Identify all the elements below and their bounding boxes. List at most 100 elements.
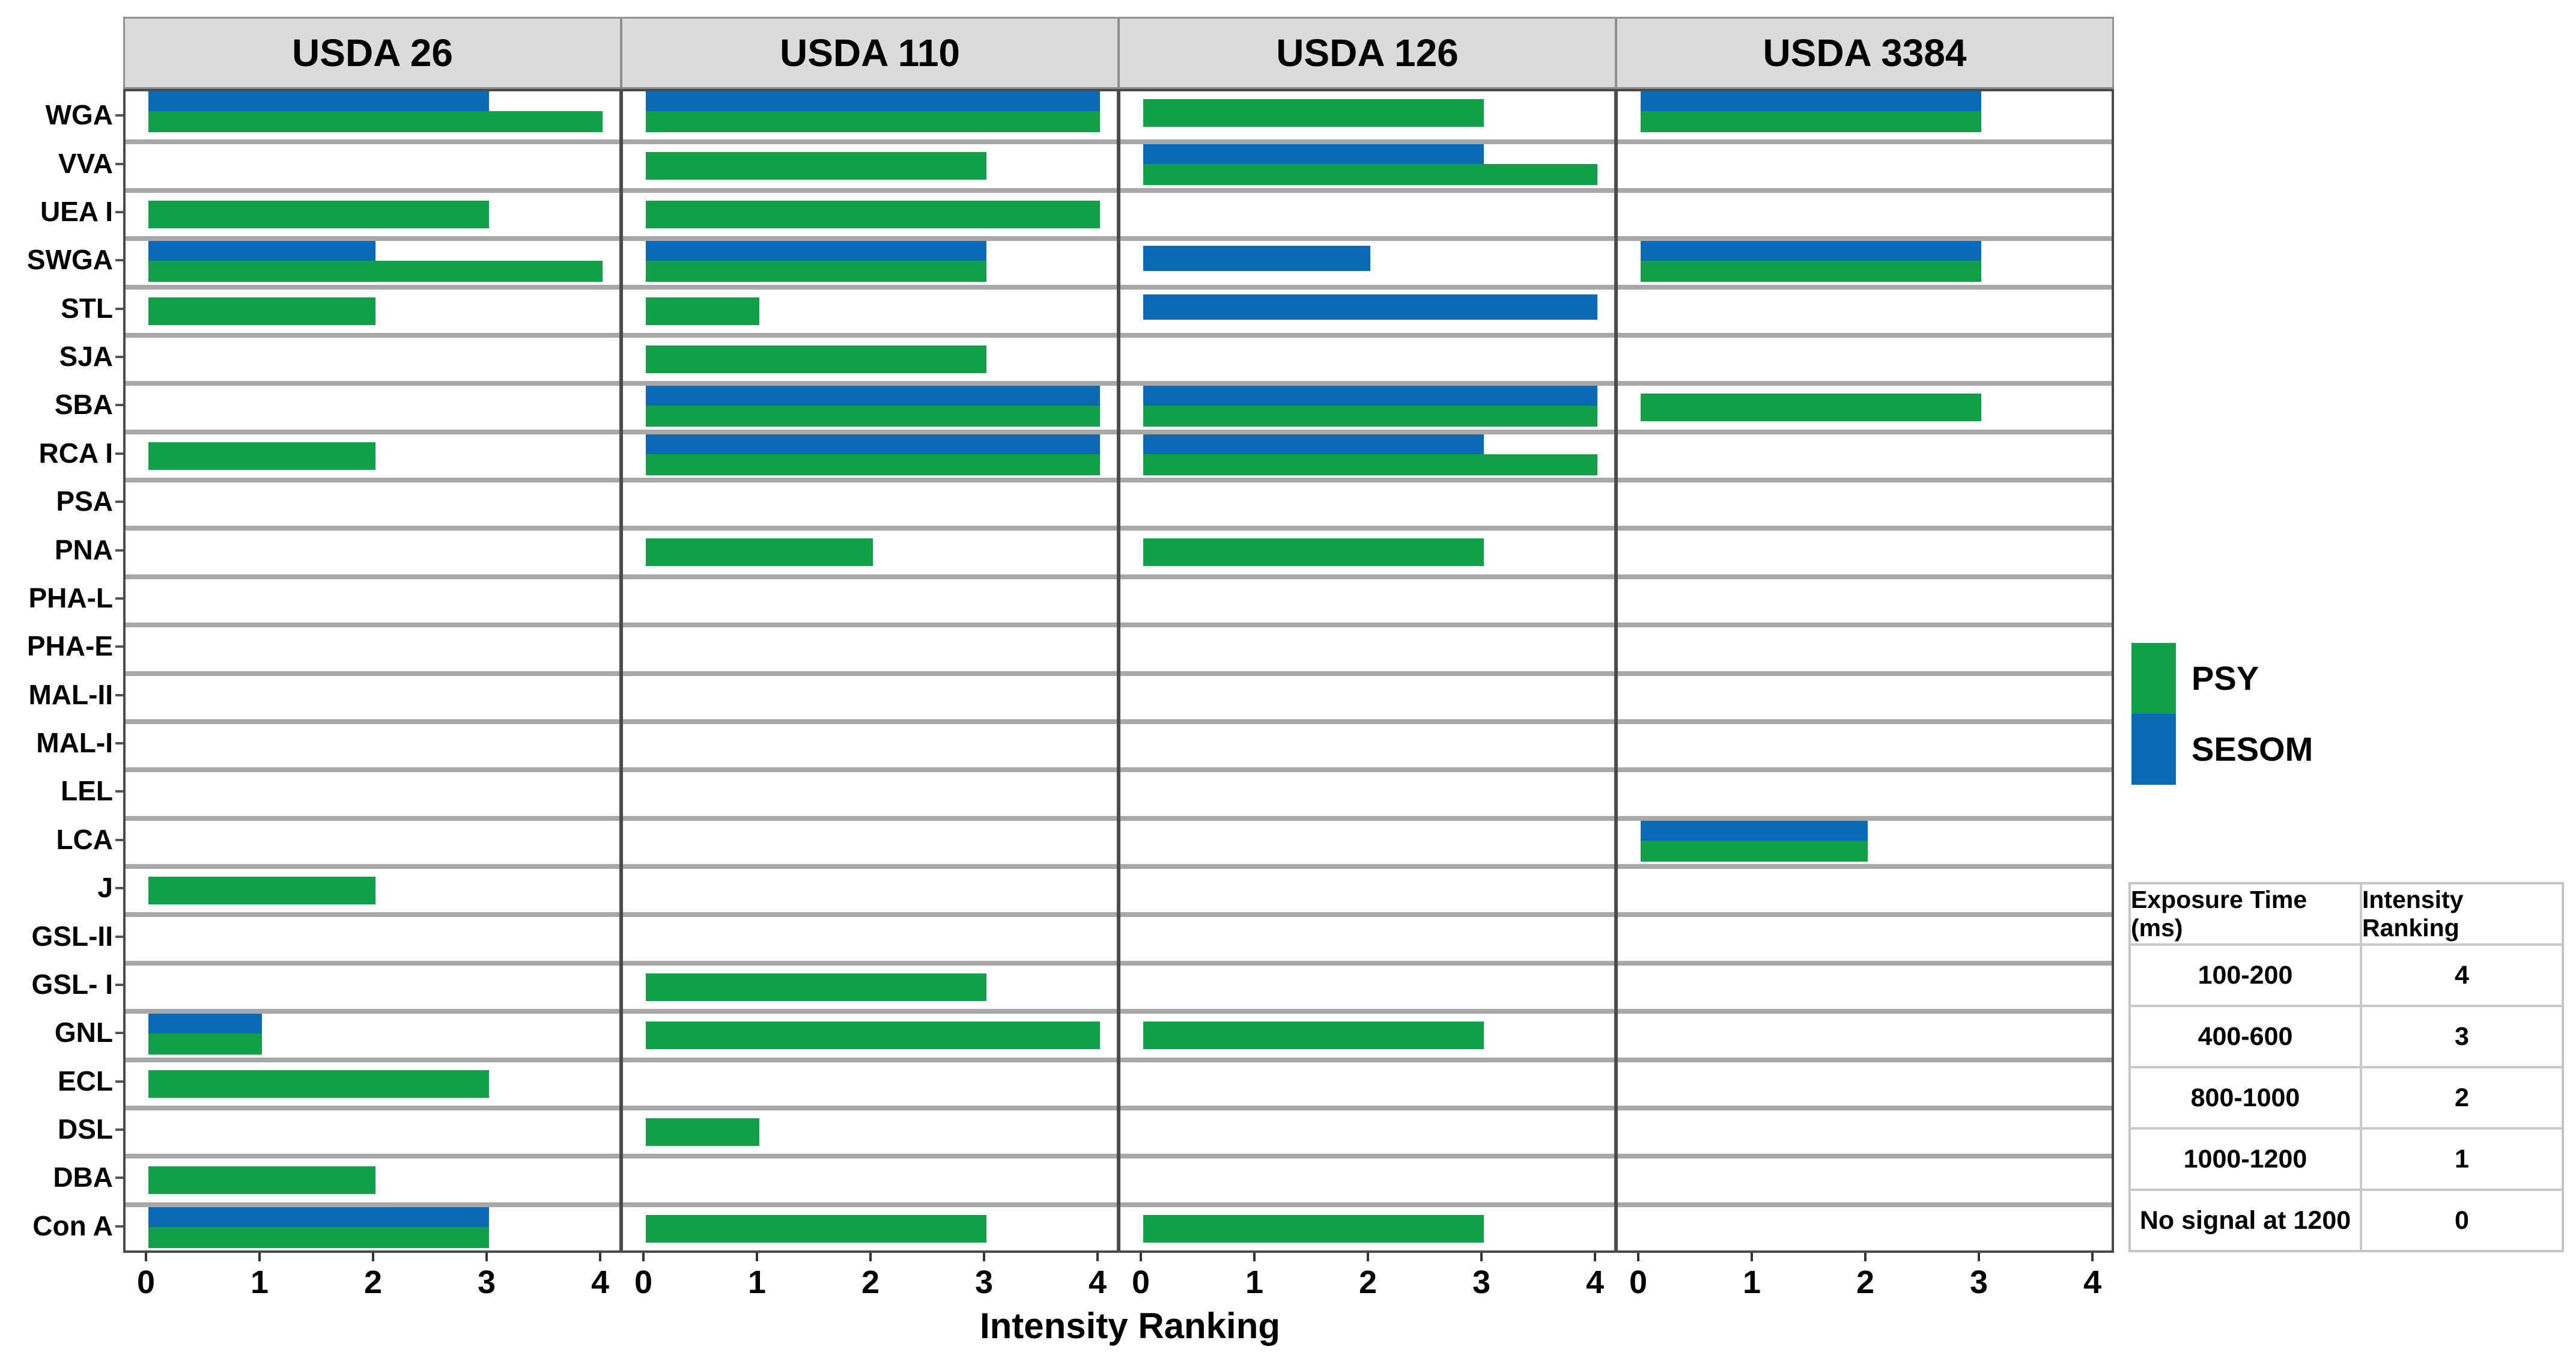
facet-row-j: [1120, 864, 1614, 913]
facet-row-vva: [623, 139, 1117, 188]
psy-bar: [646, 152, 986, 180]
y-axis-label-vva: VVA: [58, 147, 113, 179]
psy-bar: [148, 877, 375, 904]
x-tick: [869, 1253, 872, 1261]
psy-bar: [1641, 394, 1981, 422]
facet-row-stl: [1120, 284, 1614, 333]
facet-row-mal-ii: [1120, 671, 1614, 719]
facet-row-dsl: [623, 1105, 1117, 1154]
facet-row-dba: [1618, 1154, 2112, 1202]
psy-bar: [646, 538, 873, 567]
psy-bar: [1143, 454, 1597, 475]
y-axis-tick: [115, 742, 123, 745]
facet-row-pha-l: [623, 574, 1117, 623]
x-tick: [756, 1253, 758, 1261]
facet-plot-usda-3384: [1615, 89, 2114, 1253]
legend-psy-label: PSY: [2192, 659, 2259, 697]
x-tick-label: 4: [1088, 1264, 1107, 1300]
x-tick-label: 2: [861, 1264, 880, 1300]
sesom-bar: [1143, 144, 1484, 165]
x-tick-label: 3: [1969, 1264, 1988, 1300]
y-axis-label-sja: SJA: [59, 341, 113, 373]
facet-row-gsl-ii: [126, 912, 619, 961]
y-axis-tick: [115, 935, 123, 938]
psy-bar: [646, 200, 1100, 228]
y-axis-label-uea-i: UEA I: [40, 195, 113, 227]
y-axis-tick: [115, 1128, 123, 1131]
facet-row-gsl-ii: [1618, 912, 2112, 961]
facet-row-dba: [623, 1154, 1117, 1202]
x-tick-label: 0: [1131, 1264, 1150, 1300]
y-axis-tick: [115, 114, 123, 117]
facet-row-lel: [126, 767, 619, 816]
facet-row-dsl: [1618, 1105, 2112, 1154]
facet-row-lel: [623, 767, 1117, 816]
facet-row-swga: [1120, 236, 1614, 285]
x-tick: [1594, 1253, 1596, 1261]
facet-row-mal-i: [1120, 719, 1614, 768]
table-cell-exposure: 800-1000: [2130, 1067, 2361, 1128]
table-header-intensity-ranking: Intensity Ranking: [2361, 883, 2563, 945]
sesom-bar: [1641, 241, 1981, 261]
facet-row-mal-i: [623, 719, 1117, 768]
psy-bar: [148, 200, 489, 228]
facet-row-gsl-i: [623, 960, 1117, 1009]
psy-bar: [646, 1118, 759, 1146]
facet-row-psa: [126, 478, 619, 526]
psy-bar: [646, 297, 759, 325]
facet-row-pha-e: [1618, 623, 2112, 671]
facet-row-ecl: [126, 1057, 619, 1106]
facet-row-uea-i: [623, 187, 1117, 237]
x-tick-label: 4: [1585, 1264, 1605, 1300]
table-cell-ranking: 2: [2361, 1067, 2563, 1128]
table-cell-exposure: 1000-1200: [2130, 1128, 2361, 1190]
psy-bar: [1143, 538, 1484, 567]
facet-row-stl: [126, 284, 619, 333]
x-tick: [1367, 1253, 1369, 1261]
facet-row-sja: [126, 332, 619, 382]
y-axis-label-mal-ii: MAL-II: [28, 678, 113, 710]
facet-row-con-a: [1120, 1202, 1614, 1250]
facet-row-stl: [1618, 284, 2112, 333]
psy-bar: [646, 345, 986, 373]
sesom-bar: [148, 1014, 262, 1034]
x-tick: [1096, 1253, 1099, 1261]
x-tick: [1480, 1253, 1483, 1261]
psy-bar: [1143, 406, 1597, 427]
facet-row-sja: [1618, 332, 2112, 382]
y-axis-label-pha-e: PHA-E: [26, 630, 113, 662]
table-cell-exposure: 400-600: [2130, 1006, 2361, 1067]
facet-plot-usda-26: [123, 89, 622, 1253]
facet-row-mal-ii: [623, 671, 1117, 719]
facet-row-psa: [1618, 478, 2112, 526]
x-tick-label: 0: [1629, 1264, 1648, 1300]
y-axis-tick: [115, 1080, 123, 1083]
x-tick: [1864, 1253, 1867, 1261]
psy-bar: [148, 1166, 375, 1195]
facet-row-j: [126, 864, 619, 913]
y-axis-label-pha-l: PHA-L: [28, 582, 113, 614]
psy-bar: [1641, 261, 1981, 282]
y-axis-tick: [115, 1032, 123, 1035]
y-axis-label-gsl-i: GSL- I: [31, 968, 113, 1000]
y-axis-label-sba: SBA: [54, 389, 113, 421]
facet-row-gnl: [623, 1009, 1117, 1058]
psy-bar: [646, 1214, 986, 1243]
sesom-bar: [148, 1207, 489, 1227]
psy-bar: [646, 1022, 1100, 1050]
sesom-bar: [646, 91, 1100, 111]
sesom-bar: [646, 434, 1100, 454]
y-axis-label-pna: PNA: [54, 534, 113, 565]
facet-row-sba: [1618, 381, 2112, 430]
x-tick-label: 3: [1472, 1264, 1491, 1300]
facet-row-ecl: [623, 1057, 1117, 1106]
x-tick-label: 1: [1742, 1264, 1761, 1300]
table-header-exposure-time: Exposure Time (ms): [2130, 883, 2361, 945]
facet-row-vva: [126, 139, 619, 188]
facet-row-lel: [1618, 767, 2112, 816]
y-axis-label-gnl: GNL: [54, 1017, 113, 1049]
facet-row-stl: [623, 284, 1117, 333]
y-axis-tick: [115, 210, 123, 213]
facet-plot-usda-110: [621, 89, 1119, 1253]
facet-row-uea-i: [126, 187, 619, 237]
